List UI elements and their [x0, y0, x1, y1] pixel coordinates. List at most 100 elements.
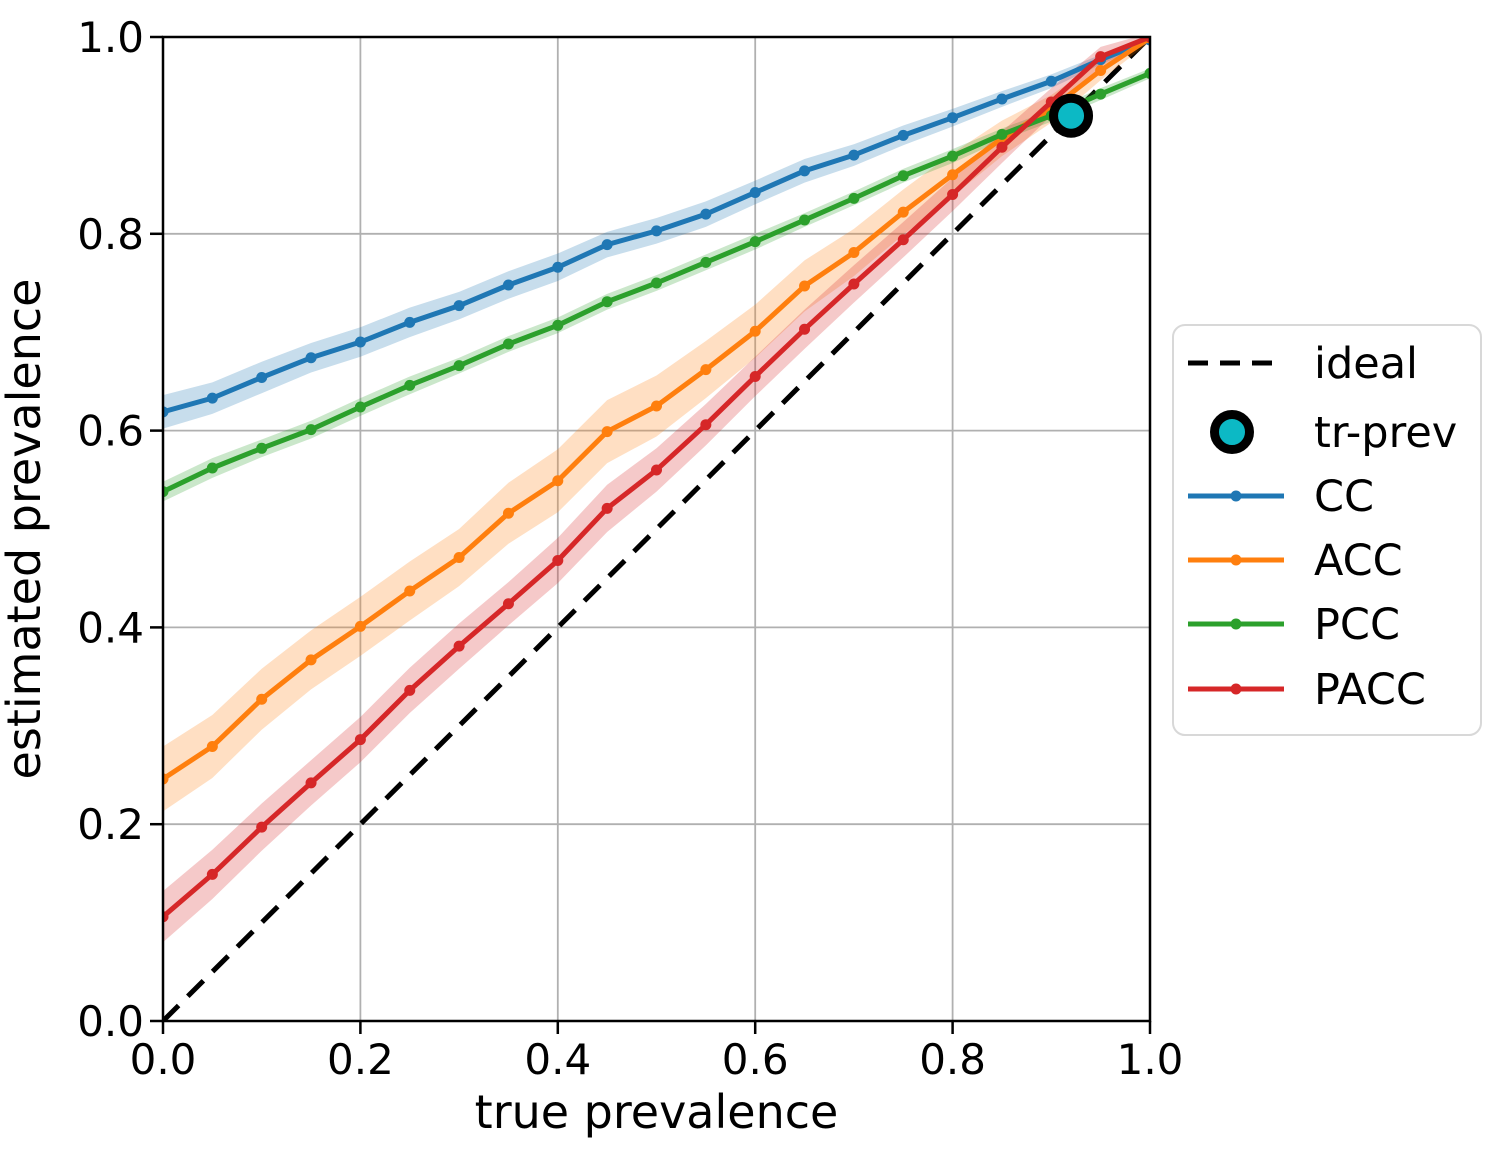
legend-sample-ring-marker [1210, 410, 1254, 454]
data-point-ACC [502, 507, 514, 519]
legend-sample-marker [1230, 683, 1242, 695]
data-point-ACC [700, 364, 712, 376]
data-point-PCC [799, 214, 811, 226]
legend: ideal tr-prev CC ACC PCC PACC [1172, 324, 1482, 736]
data-point-PCC [404, 379, 416, 391]
x-tick-label: 0.2 [327, 1035, 394, 1084]
y-tick-label: 0.4 [77, 603, 144, 652]
tr-prev-marker [1049, 93, 1094, 138]
data-point-CC [947, 112, 959, 124]
data-point-PCC [1144, 67, 1150, 79]
data-point-PACC [206, 868, 218, 880]
data-point-PCC [552, 319, 564, 331]
data-point-CC [848, 149, 860, 161]
y-axis-label: estimated prevalence [0, 279, 51, 780]
data-point-CC [206, 392, 218, 404]
data-point-PCC [700, 256, 712, 268]
data-point-PACC [799, 323, 811, 335]
data-point-PACC [601, 502, 613, 514]
data-point-ACC [601, 426, 613, 438]
data-point-PCC [996, 128, 1008, 140]
data-point-PCC [601, 296, 613, 308]
y-axis: 0.0 0.2 0.4 0.6 0.8 1.0 [77, 13, 163, 1046]
series-markers-PCC [163, 67, 1150, 498]
data-point-ACC [897, 206, 909, 218]
data-point-PACC [354, 734, 366, 746]
legend-entry-ACC: ACC [1188, 536, 1403, 586]
data-point-PACC [848, 278, 860, 290]
data-point-PACC [996, 141, 1008, 153]
data-point-CC [799, 165, 811, 177]
data-point-CC [354, 336, 366, 348]
data-point-CC [163, 406, 169, 418]
data-point-PCC [897, 170, 909, 182]
data-point-PCC [453, 360, 465, 372]
data-point-ACC [1095, 64, 1107, 76]
data-point-PACC [700, 419, 712, 431]
legend-label-tr-prev: tr-prev [1314, 408, 1457, 458]
data-point-ACC [749, 325, 761, 337]
legend-entry-PCC: PCC [1188, 600, 1400, 650]
data-point-ACC [453, 552, 465, 564]
legend-entry-ideal: ideal [1188, 339, 1418, 389]
series-band-ACC [163, 37, 1150, 812]
data-point-CC [305, 352, 317, 364]
data-point-CC [404, 316, 416, 328]
x-tick-label: 0.8 [919, 1035, 986, 1084]
legend-sample-marker [1230, 618, 1242, 630]
data-point-PCC [1095, 88, 1107, 100]
data-point-PACC [404, 684, 416, 696]
data-point-ACC [947, 169, 959, 181]
y-tick-label: 0.0 [77, 997, 144, 1046]
data-point-ACC [354, 620, 366, 632]
data-point-ACC [848, 246, 860, 258]
data-point-CC [256, 371, 268, 383]
legend-entry-CC: CC [1188, 472, 1374, 522]
data-point-CC [502, 279, 514, 291]
legend-label-PCC: PCC [1314, 600, 1400, 650]
data-point-ACC [651, 400, 662, 412]
data-point-PACC [1144, 37, 1150, 43]
y-tick-label: 1.0 [77, 13, 144, 62]
legend-entry-PACC: PACC [1188, 665, 1426, 715]
data-point-PCC [947, 150, 959, 162]
x-tick-label: 0.4 [524, 1035, 591, 1084]
data-point-PCC [163, 486, 169, 498]
data-point-CC [552, 261, 564, 273]
data-point-PACC [651, 464, 662, 476]
y-tick-label: 0.2 [77, 800, 144, 849]
data-point-CC [651, 225, 662, 237]
data-point-CC [1045, 75, 1057, 87]
data-point-PCC [256, 442, 268, 454]
data-point-CC [453, 300, 465, 312]
y-tick-label: 0.6 [77, 407, 144, 456]
x-tick-label: 0.0 [130, 1035, 197, 1084]
data-point-PACC [947, 188, 959, 200]
data-point-PCC [354, 401, 366, 413]
x-tick-label: 1.0 [1117, 1035, 1184, 1084]
plot-area [163, 37, 1150, 1021]
data-point-ACC [305, 654, 317, 666]
data-point-ACC [206, 740, 218, 752]
legend-entry-tr-prev: tr-prev [1210, 408, 1457, 458]
data-point-ACC [163, 773, 169, 785]
legend-sample-marker [1230, 490, 1242, 502]
legend-sample-marker [1230, 554, 1242, 566]
x-tick-label: 0.6 [722, 1035, 789, 1084]
data-point-PACC [1095, 51, 1107, 63]
series-band-PACC [163, 37, 1150, 943]
data-point-PCC [749, 236, 761, 248]
data-point-ACC [404, 585, 416, 597]
x-axis-label: true prevalence [475, 1085, 839, 1139]
data-point-CC [700, 208, 712, 220]
ideal-line [163, 37, 1150, 1021]
data-point-ACC [799, 280, 811, 292]
data-point-CC [749, 186, 761, 198]
data-point-PACC [163, 911, 169, 923]
plot-grid [163, 37, 1150, 1021]
data-point-PCC [305, 424, 317, 436]
series-markers-PACC [163, 37, 1150, 923]
data-point-ACC [256, 693, 268, 705]
